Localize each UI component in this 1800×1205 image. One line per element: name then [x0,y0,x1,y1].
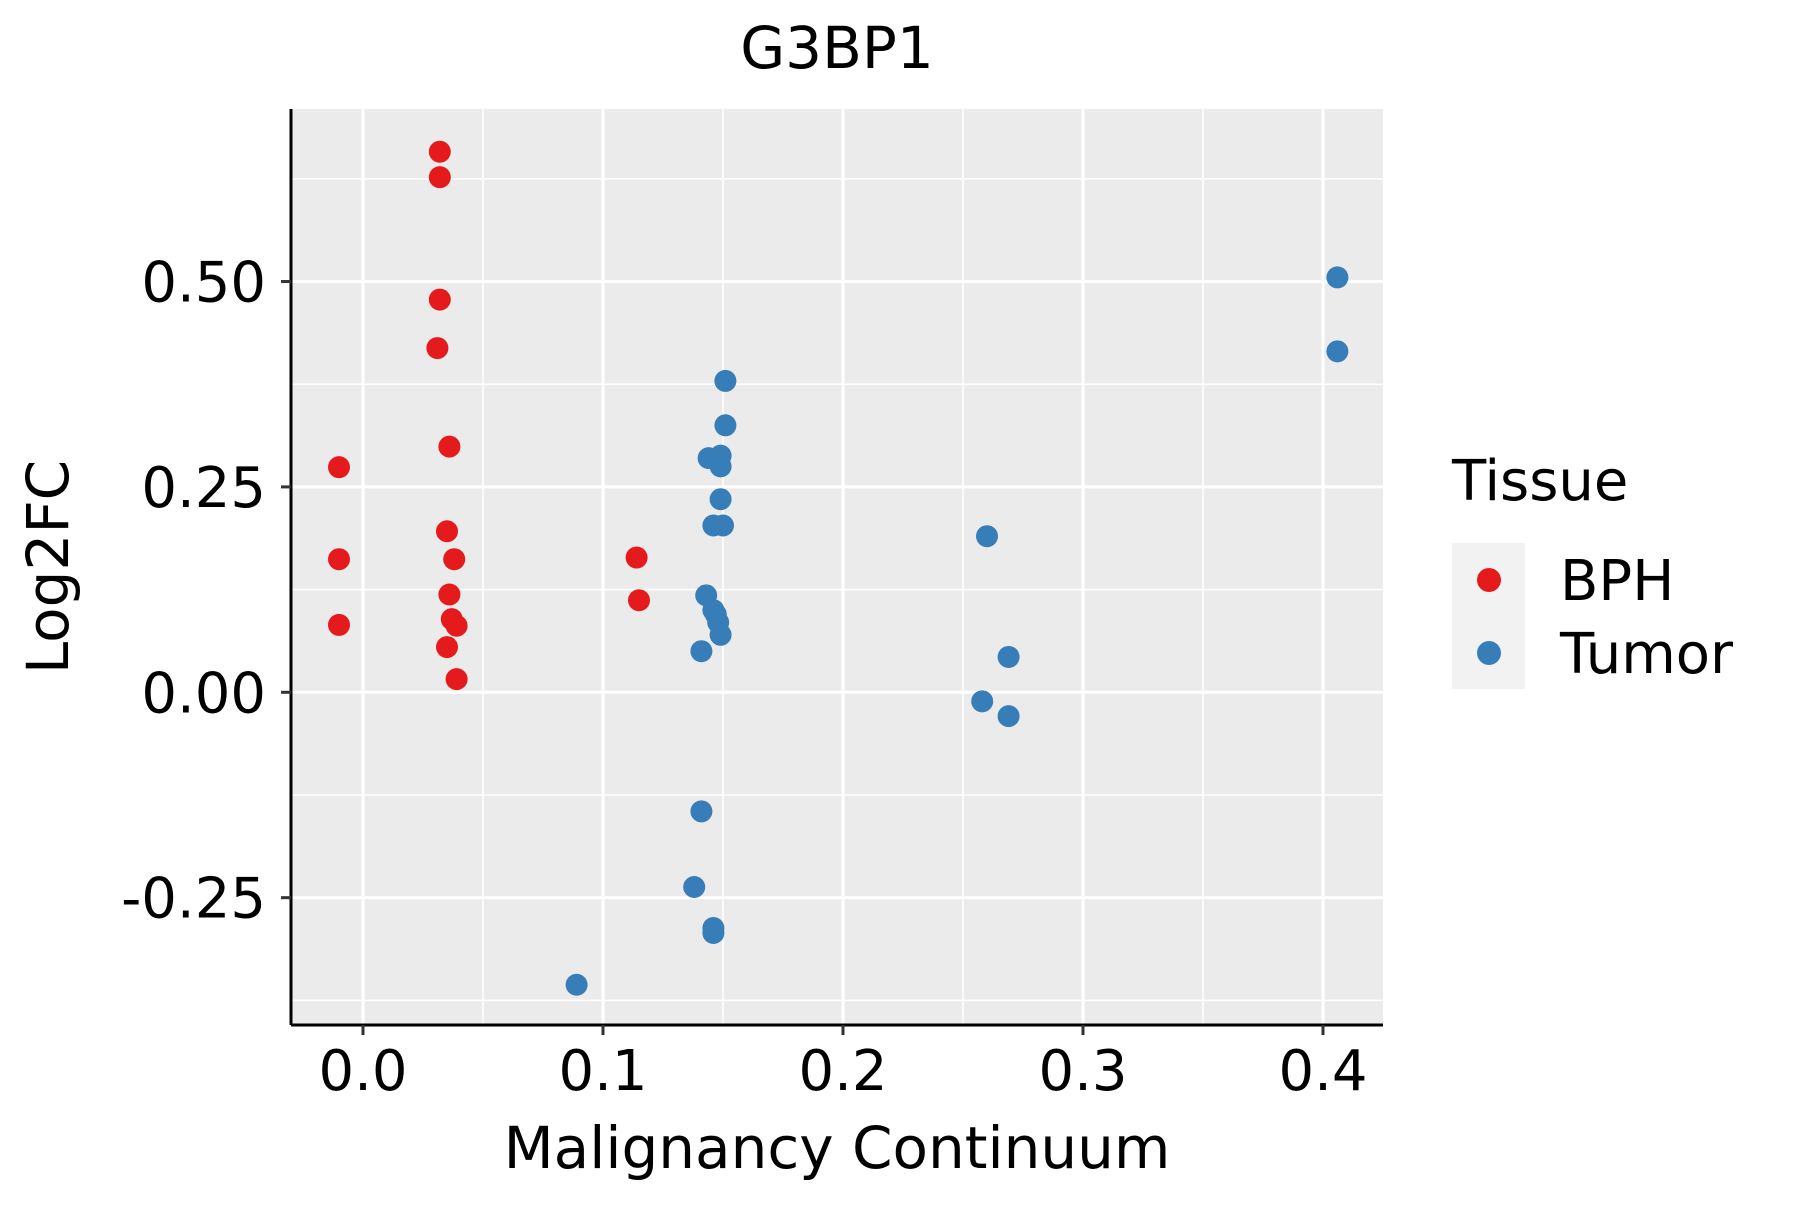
x-tick-label: 0.2 [798,1039,887,1104]
point-bph [428,288,451,311]
point-tumor [709,623,732,646]
point-bph [328,456,350,479]
point-bph [445,614,468,637]
y-tick-label: 0.25 [141,456,266,521]
point-tumor [1326,266,1349,289]
point-bph [426,337,449,360]
legend-key-tumor [1477,641,1501,665]
point-bph [443,548,466,571]
point-tumor [565,973,588,996]
legend-key-bph [1477,568,1501,592]
y-tick-label: 0.50 [141,251,266,316]
legend: Tissue BPH Tumor [1451,449,1734,689]
point-bph [436,520,458,543]
legend-key-background [1452,543,1525,689]
point-tumor [702,921,725,944]
data-points [328,140,1349,996]
point-bph [328,613,350,636]
point-tumor [714,369,737,392]
point-tumor [1326,340,1349,363]
y-tick-label: -0.25 [121,867,266,932]
point-tumor [712,514,734,537]
legend-label-bph: BPH [1560,549,1674,614]
point-tumor [997,645,1020,668]
point-bph [436,636,458,659]
point-bph [628,589,650,612]
point-tumor [709,488,732,511]
point-tumor [709,455,732,478]
point-bph [328,548,350,571]
point-tumor [976,525,998,548]
y-axis-label: Log2FC [14,460,82,674]
chart-title: G3BP1 [740,14,934,82]
grid-lines [291,109,1383,1025]
y-tick-label: 0.00 [141,661,266,726]
point-tumor [690,640,713,663]
point-bph [438,583,461,606]
legend-title: Tissue [1451,449,1628,514]
point-bph [428,140,451,163]
point-tumor [683,875,706,898]
axis-ticks: 0.0 0.1 0.2 0.3 0.4 -0.25 0.00 0.25 0.50 [121,251,1367,1104]
legend-label-tumor: Tumor [1559,622,1734,687]
point-bph [625,546,648,569]
x-tick-label: 0.0 [318,1039,407,1104]
point-bph [438,435,461,458]
point-tumor [690,800,713,823]
x-tick-label: 0.4 [1278,1039,1367,1104]
point-bph [428,166,451,189]
plot-panel [291,109,1383,1025]
axes [289,109,1383,1027]
point-tumor [971,690,994,713]
x-tick-label: 0.1 [558,1039,647,1104]
point-tumor [714,414,737,437]
point-tumor [997,705,1020,728]
x-axis-label: Malignancy Continuum [504,1114,1171,1182]
x-tick-label: 0.3 [1038,1039,1127,1104]
point-bph [445,668,468,691]
